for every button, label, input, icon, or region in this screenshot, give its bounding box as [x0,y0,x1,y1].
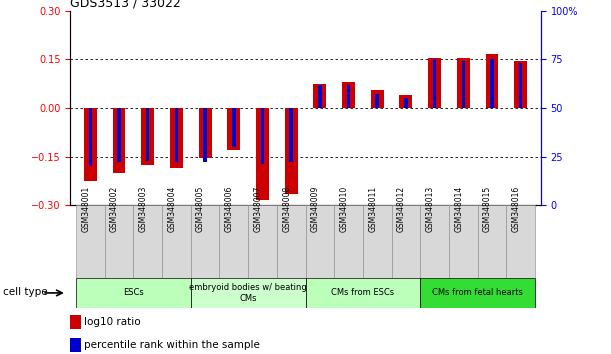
Bar [347,85,350,108]
Text: GSM348002: GSM348002 [110,186,119,232]
Bar [199,108,211,158]
Text: GSM348016: GSM348016 [511,186,521,232]
Text: CMs from fetal hearts: CMs from fetal hearts [432,289,523,297]
Text: GSM348003: GSM348003 [139,186,148,232]
Bar [191,205,219,278]
Text: GSM348006: GSM348006 [225,186,234,232]
Bar [519,63,522,108]
Bar [112,108,125,173]
Bar [306,278,420,308]
Bar [76,278,191,308]
Bar [133,205,162,278]
Bar [461,61,465,108]
Bar [420,205,449,278]
Text: GSM348011: GSM348011 [368,186,377,232]
Bar [203,108,207,162]
Bar [478,205,507,278]
Text: log10 ratio: log10 ratio [84,317,141,327]
Bar [306,205,334,278]
Bar [404,98,408,108]
Bar [162,205,191,278]
Text: cell type: cell type [3,287,48,297]
Bar [248,205,277,278]
Bar [376,95,379,108]
Text: GSM348001: GSM348001 [81,186,90,232]
Text: GSM348015: GSM348015 [483,186,492,232]
Bar [117,108,121,162]
Bar [457,58,470,108]
Bar [371,90,384,108]
Bar [232,108,235,147]
Text: percentile rank within the sample: percentile rank within the sample [84,340,260,350]
Text: GSM348007: GSM348007 [254,186,263,232]
Text: GSM348014: GSM348014 [455,186,463,232]
Bar [318,85,321,108]
Bar [363,205,392,278]
Bar [342,82,355,108]
Bar [70,315,81,329]
Bar [141,108,154,165]
Bar [486,55,499,108]
Bar [428,58,441,108]
Text: GSM348009: GSM348009 [311,186,320,232]
Bar [277,205,306,278]
Bar [84,108,97,181]
Bar [449,205,478,278]
Text: GSM348012: GSM348012 [397,186,406,232]
Bar [170,108,183,168]
Text: GSM348013: GSM348013 [426,186,434,232]
Text: GSM348010: GSM348010 [340,186,348,232]
Bar [175,108,178,162]
Bar [514,61,527,108]
Bar [261,108,264,164]
Text: GSM348004: GSM348004 [167,186,177,232]
Text: GSM348008: GSM348008 [282,186,291,232]
Bar [420,278,535,308]
Bar [313,84,326,108]
Bar [76,205,104,278]
Bar [490,59,494,108]
Bar [191,278,306,308]
Bar [433,59,436,108]
Bar [70,338,81,352]
Bar [219,205,248,278]
Text: ESCs: ESCs [123,289,144,297]
Bar [104,205,133,278]
Bar [256,108,269,200]
Text: CMs from ESCs: CMs from ESCs [331,289,395,297]
Bar [400,95,412,108]
Bar [285,108,298,194]
Text: GDS3513 / 33022: GDS3513 / 33022 [70,0,181,10]
Bar [146,108,150,161]
Bar [507,205,535,278]
Bar [290,108,293,162]
Text: GSM348005: GSM348005 [196,186,205,232]
Bar [392,205,420,278]
Bar [334,205,363,278]
Bar [227,108,240,150]
Bar [89,108,92,166]
Text: embryoid bodies w/ beating
CMs: embryoid bodies w/ beating CMs [189,283,307,303]
